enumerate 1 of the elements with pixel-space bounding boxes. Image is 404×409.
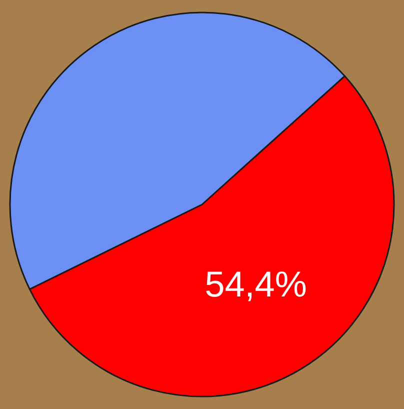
data-label: 54,4%	[204, 264, 307, 305]
